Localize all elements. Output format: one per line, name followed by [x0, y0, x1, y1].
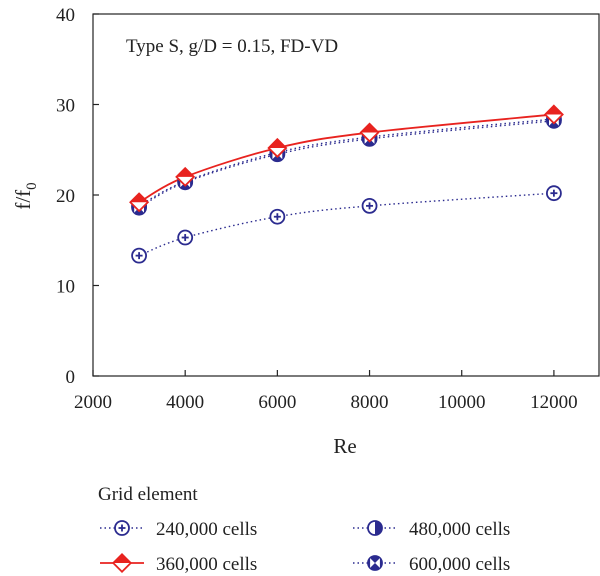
legend-label: 600,000 cells	[409, 554, 510, 575]
y-axis-title-sub: 0	[24, 182, 40, 190]
y-tick-label: 20	[56, 186, 75, 207]
legend-label: 480,000 cells	[409, 519, 510, 540]
data-point	[131, 247, 147, 264]
series-line	[138, 192, 554, 257]
chart-annotation: Type S, g/D = 0.15, FD-VD	[126, 36, 338, 57]
series-markers-0	[131, 185, 562, 264]
legend-item: 240,000 cells	[100, 519, 257, 540]
x-tick-label: 6000	[258, 392, 296, 413]
axes: 2000 4000 6000 8000 10000 12000 0 10 20 30 40	[56, 5, 600, 413]
y-tick-label: 30	[56, 96, 75, 117]
x-tick-label: 12000	[530, 392, 578, 413]
series-markers-3	[131, 112, 562, 216]
x-tick-label: 8000	[351, 392, 389, 413]
data-point	[177, 229, 194, 246]
y-axis-title-main: f/f	[11, 190, 35, 210]
y-axis-title: f/f0	[11, 182, 40, 209]
y-tick-label: 40	[56, 5, 75, 26]
data-point	[361, 197, 378, 214]
data-point	[129, 192, 150, 213]
series-markers-2	[131, 111, 562, 214]
series-line	[138, 118, 554, 207]
x-tick-label: 2000	[74, 392, 112, 413]
legend-label: 240,000 cells	[156, 519, 257, 540]
legend-item: 360,000 cells	[100, 552, 257, 575]
x-tick-label: 4000	[166, 392, 204, 413]
series-0	[138, 192, 554, 257]
legend-item: 480,000 cells	[353, 519, 510, 540]
series-1	[138, 113, 554, 204]
x-axis-title: Re	[333, 434, 356, 458]
data-point	[175, 166, 196, 187]
data-point	[546, 185, 562, 202]
y-tick-label: 10	[56, 277, 75, 298]
series-line	[138, 120, 554, 209]
data-point	[114, 520, 130, 536]
plot-frame	[92, 13, 600, 377]
legend-item: 600,000 cells	[353, 554, 510, 575]
series-line	[138, 113, 554, 204]
data-point	[359, 122, 380, 143]
x-tick-label: 10000	[438, 392, 486, 413]
data-point	[543, 104, 564, 125]
legend-label: 360,000 cells	[156, 554, 257, 575]
data-point	[367, 520, 383, 536]
series-2	[138, 118, 554, 207]
legend-title: Grid element	[98, 484, 198, 505]
data-point	[269, 208, 286, 225]
y-tick-label: 0	[66, 367, 76, 388]
legend: 240,000 cells 360,000 cells 480,000 cells 6…	[100, 519, 510, 575]
series-layer	[129, 104, 564, 264]
data-point	[267, 137, 288, 158]
data-point	[367, 555, 383, 571]
data-point	[111, 552, 133, 574]
series-3	[138, 120, 554, 209]
series-markers-1	[129, 104, 564, 213]
